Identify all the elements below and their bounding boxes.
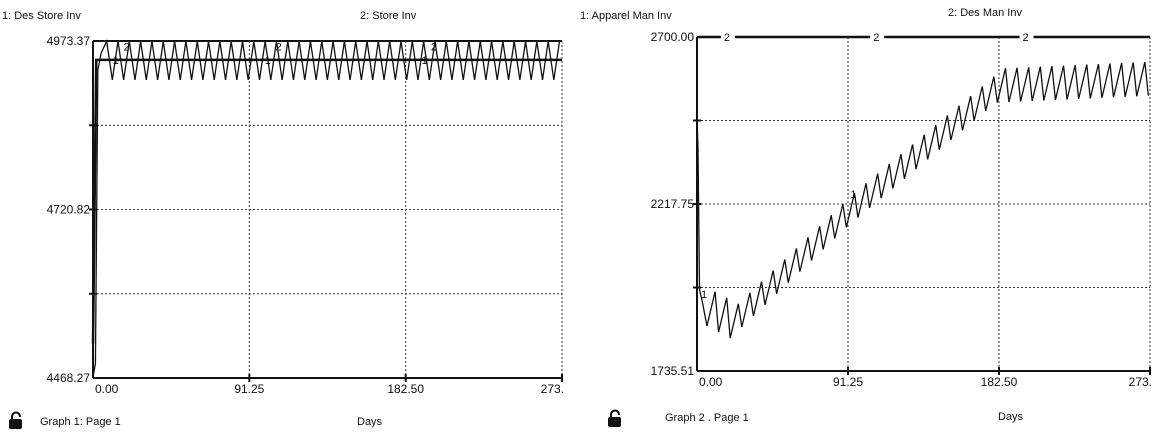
graph-2: 1: Apparel Man Inv 2: Des Man Inv Graph … [578,0,1156,434]
x-tick-label: 91.25 [833,375,863,389]
series-1-marker: 1 [113,55,119,67]
y-tick-label: 2217.75 [651,197,695,211]
x-axis-label: Days [357,416,383,428]
legend-series-2: 2: Des Man Inv [948,7,1022,19]
graph-1: 1: Des Store Inv 2: Store Inv Graph 1: P… [2,10,564,430]
legend-series-1: 1: Apparel Man Inv [580,10,672,22]
y-tick-label: 4973.37 [47,34,91,48]
series-2-marker: 2 [873,32,879,44]
lock-icon[interactable] [9,411,22,430]
graph-2-svg: 1: Apparel Man Inv 2: Des Man Inv Graph … [580,7,1152,428]
y-tick-label: 1735.51 [651,364,695,378]
lock-icon[interactable] [608,409,621,428]
x-tick-label: 182.50 [981,375,1018,389]
series-1-marker: 1 [850,189,856,201]
series-2-marker: 2 [276,42,282,54]
series-1-marker: 1 [701,289,707,301]
series-1-line [91,58,562,344]
x-tick-label: 273. [541,382,564,396]
series-2-marker: 2 [724,32,730,44]
series-2-marker: 2 [1023,32,1029,44]
x-tick-label: 182.50 [387,382,424,396]
x-tick-label: 0.00 [699,375,723,389]
series-1-marker: 1 [422,55,428,67]
series-2-marker: 2 [124,42,130,54]
y-tick-label: 4720.82 [47,203,91,217]
y-tick-label: 2700.00 [651,30,695,44]
x-tick-label: 0.00 [95,382,119,396]
series-2-marker-bg [870,31,885,43]
graph-1-svg: 1: Des Store Inv 2: Store Inv Graph 1: P… [2,10,564,430]
graph-caption: Graph 2 . Page 1 [665,412,749,424]
series-2-marker: 2 [431,42,437,54]
series-2-marker-bg [720,31,735,43]
series-2-line [92,38,561,377]
x-tick-label: 273. [1129,375,1152,389]
series-1-line [696,61,1149,339]
legend-series-1: 1: Des Store Inv [2,10,81,22]
graph-caption: Graph 1: Page 1 [40,416,121,428]
series-2-marker-bg [1019,31,1034,43]
y-tick-label: 4468.27 [47,371,91,385]
legend-series-2: 2: Store Inv [360,10,417,22]
x-axis-label: Days [998,411,1024,423]
x-tick-label: 91.25 [234,382,264,396]
series-1-marker: 1 [265,55,271,67]
